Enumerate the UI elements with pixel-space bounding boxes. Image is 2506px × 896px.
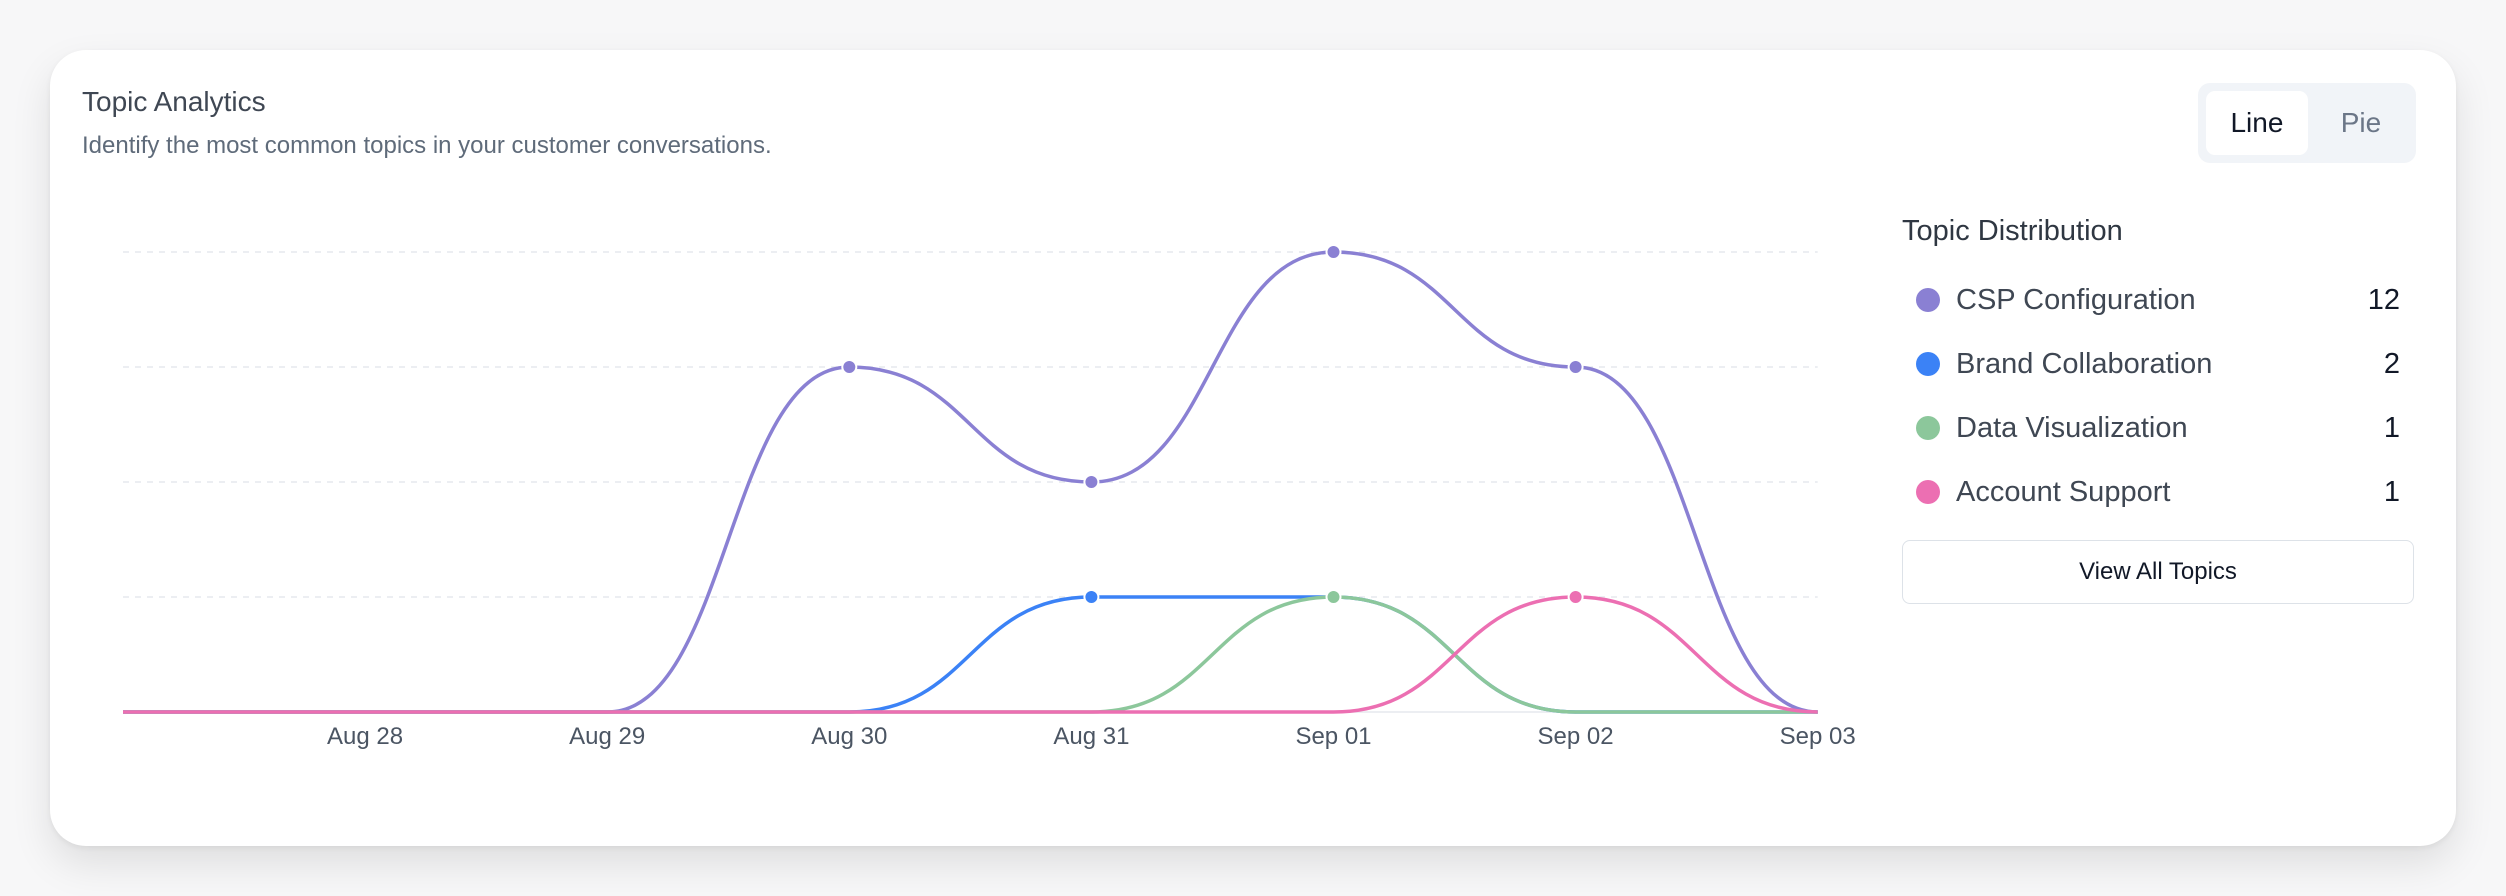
x-tick-label: Aug 29 — [569, 723, 645, 750]
data-point[interactable] — [1325, 589, 1342, 605]
legend-item: CSP Configuration 12 — [1902, 268, 2414, 332]
legend-item: Brand Collaboration 2 — [1902, 332, 2414, 396]
x-tick-label: Aug 30 — [811, 723, 887, 750]
data-point[interactable] — [1083, 589, 1100, 605]
x-tick-label: Aug 31 — [1053, 723, 1129, 750]
x-tick-label: Sep 02 — [1538, 723, 1614, 750]
topic-line-chart: Aug 28 Aug 29 Aug 30 Aug 31 Sep 01 Sep 02 Sep … — [123, 244, 1856, 750]
legend-dot — [1916, 416, 1940, 440]
card-title: Topic Analytics — [82, 86, 266, 117]
x-tick-label: Sep 03 — [1780, 723, 1856, 750]
pie-view-button[interactable]: Pie — [2340, 107, 2382, 138]
legend-item: Account Support 1 — [1902, 460, 2414, 524]
legend-dot — [1916, 480, 1940, 504]
legend-label: Data Visualization — [1956, 411, 2188, 444]
x-tick-label: Sep 01 — [1295, 723, 1371, 750]
data-point[interactable] — [841, 359, 858, 375]
x-tick-label: Aug 28 — [327, 723, 403, 750]
legend-item: Data Visualization 1 — [1902, 396, 2414, 460]
legend-title: Topic Distribution — [1902, 215, 2123, 247]
legend-label: Brand Collaboration — [1956, 347, 2213, 380]
topic-distribution-legend: Topic Distribution CSP Configuration 12 … — [1902, 215, 2414, 524]
legend-label: Account Support — [1956, 475, 2171, 508]
legend-count: 12 — [2367, 283, 2400, 316]
legend-dot — [1916, 352, 1940, 376]
legend-count: 1 — [2383, 475, 2400, 508]
series-line — [123, 595, 1818, 714]
legend-count: 1 — [2383, 411, 2400, 444]
line-view-button[interactable]: Line — [2206, 91, 2308, 155]
legend-label: CSP Configuration — [1956, 283, 2196, 316]
view-all-topics-button[interactable]: View All Topics — [1902, 540, 2414, 604]
data-point[interactable] — [1567, 589, 1584, 605]
data-point[interactable] — [1083, 474, 1100, 490]
chart-type-toggle: Line Pie — [2198, 83, 2416, 163]
topic-analytics-card: Topic Analytics Identify the most common… — [50, 50, 2456, 846]
card-subtitle: Identify the most common topics in your … — [82, 132, 772, 159]
legend-dot — [1916, 288, 1940, 312]
legend-count: 2 — [2383, 347, 2400, 380]
data-point[interactable] — [1567, 359, 1584, 375]
data-point[interactable] — [1325, 244, 1342, 260]
